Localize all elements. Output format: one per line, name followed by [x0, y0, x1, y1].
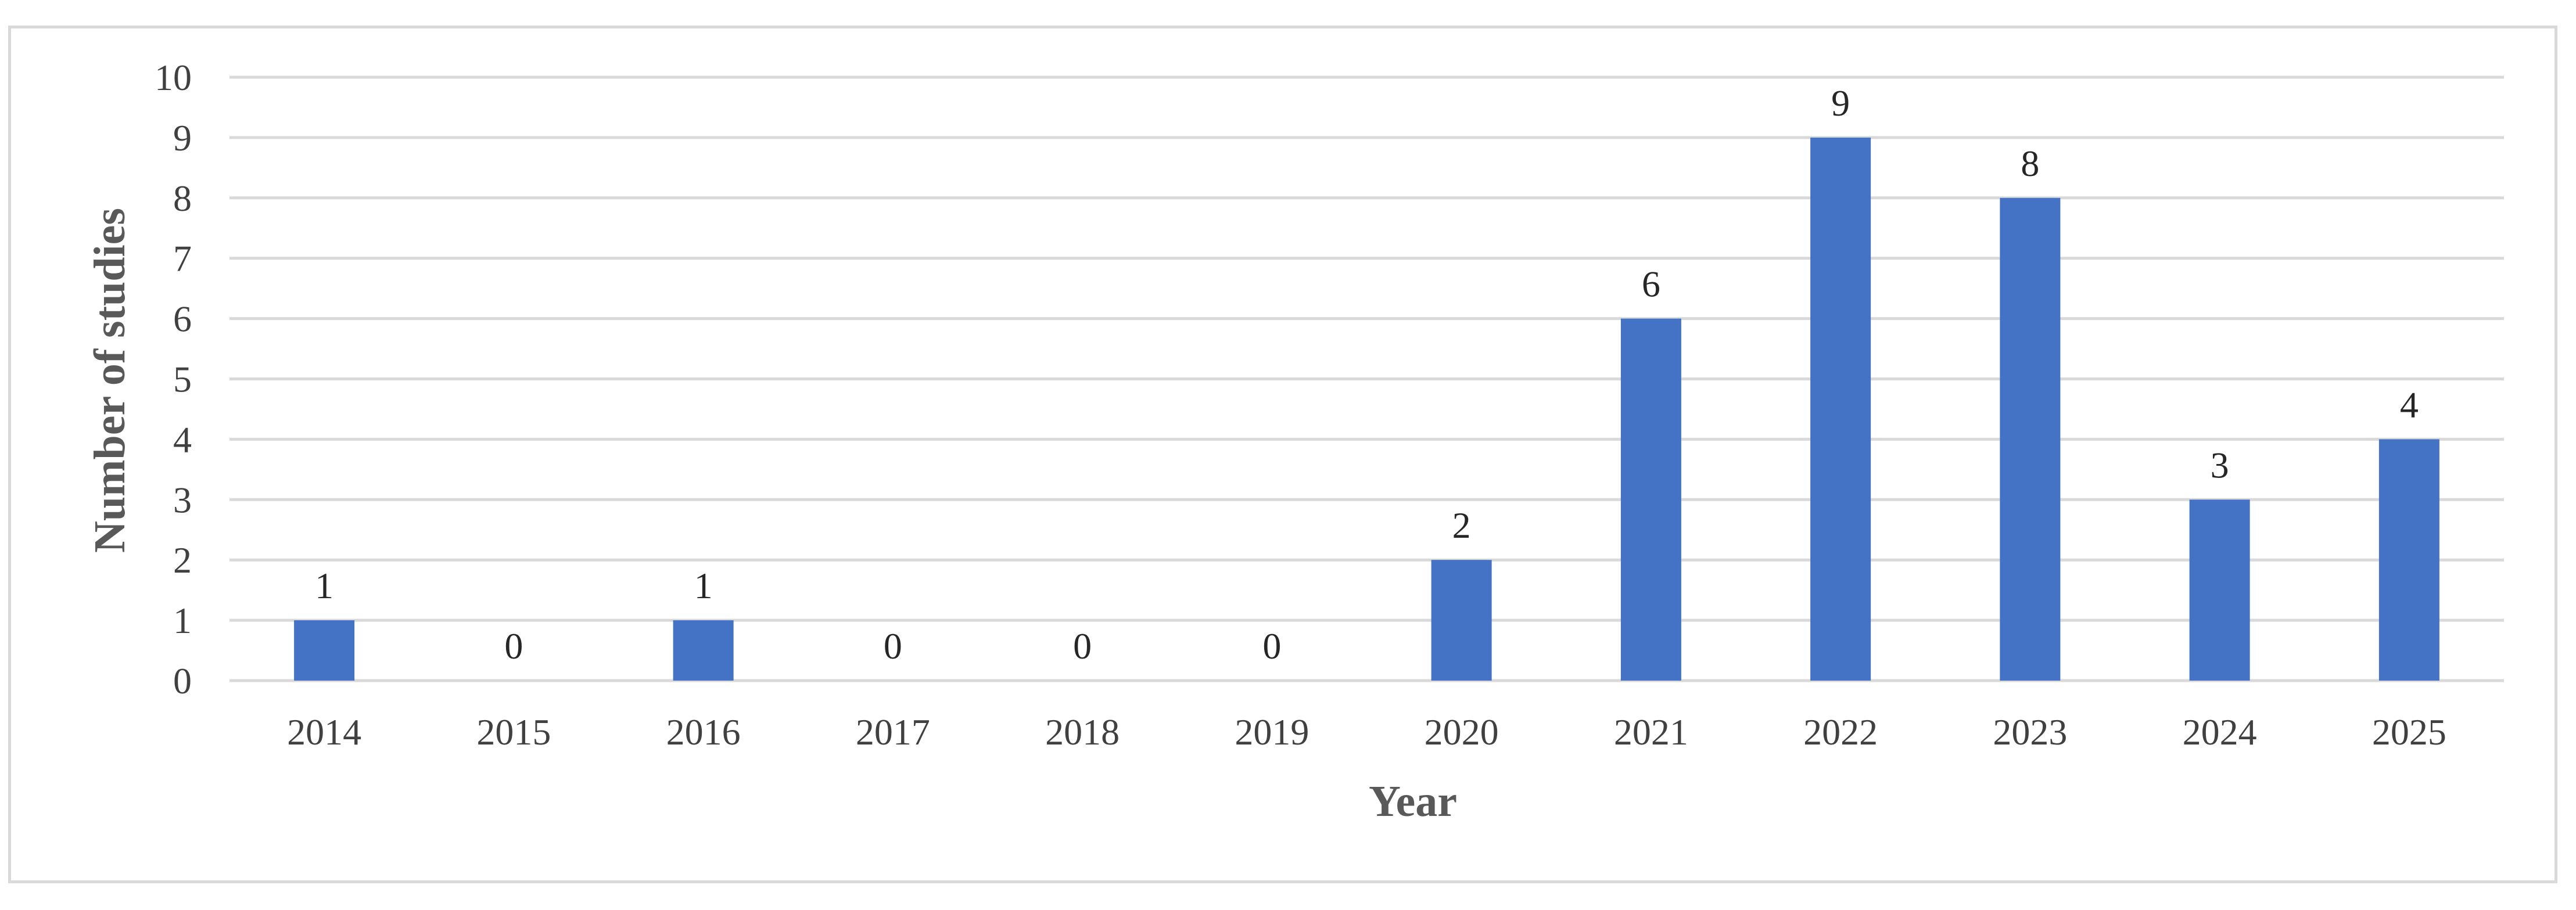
data-label: 2: [1452, 505, 1471, 546]
x-tick-label: 2014: [287, 711, 361, 753]
data-label: 0: [884, 625, 902, 667]
bar-2020: [1431, 560, 1492, 681]
data-label: 1: [315, 565, 333, 606]
x-tick-label: 2024: [2183, 711, 2257, 753]
y-tick-label: 6: [173, 298, 192, 340]
x-tick-label: 2018: [1045, 711, 1120, 753]
y-axis-title: Number of studies: [85, 208, 134, 553]
x-tick-label: 2015: [476, 711, 551, 753]
y-tick-label: 2: [173, 539, 192, 581]
bar-2016: [673, 620, 734, 681]
data-label: 0: [1262, 625, 1281, 667]
bars: [294, 137, 2439, 681]
y-axis-ticks: 0 1 2 3 4 5 6 7 8 9 10: [155, 57, 192, 702]
x-tick-label: 2022: [1803, 711, 1878, 753]
data-label: 3: [2211, 444, 2229, 485]
y-tick-label: 5: [173, 359, 192, 400]
chart-frame: [8, 26, 2557, 883]
data-label: 0: [1073, 625, 1092, 667]
x-tick-label: 2017: [856, 711, 930, 753]
data-label: 6: [1642, 264, 1660, 305]
bar-2021: [1620, 318, 1681, 681]
y-tick-label: 1: [173, 600, 192, 641]
bar-2025: [2378, 439, 2439, 681]
bar-2022: [1810, 137, 1871, 681]
y-tick-label: 0: [173, 660, 192, 702]
gridlines: [229, 75, 2504, 682]
x-tick-label: 2019: [1235, 711, 1309, 753]
x-tick-label: 2016: [666, 711, 741, 753]
x-tick-label: 2023: [1993, 711, 2067, 753]
y-tick-label: 3: [173, 479, 192, 520]
x-axis-ticks: 2014 2015 2016 2017 2018 2019 2020 2021 2022 2023…: [287, 711, 2446, 753]
x-tick-label: 2025: [2372, 711, 2446, 753]
x-axis-title: Year: [1369, 777, 1457, 826]
data-label: 9: [1831, 82, 1850, 124]
y-tick-label: 8: [173, 178, 192, 219]
data-label: 8: [2021, 143, 2039, 184]
x-tick-label: 2020: [1425, 711, 1499, 753]
y-tick-label: 7: [173, 238, 192, 279]
bar-2023: [2000, 197, 2061, 681]
bar-2024: [2189, 499, 2250, 681]
y-tick-label: 4: [173, 419, 192, 460]
data-labels: 1 0 1 0 0 0 2 6 9 8 3 4: [315, 82, 2419, 667]
y-tick-label: 9: [173, 117, 192, 159]
data-label: 1: [694, 565, 713, 606]
data-label: 4: [2400, 384, 2419, 425]
y-tick-label: 10: [155, 57, 192, 98]
x-tick-label: 2021: [1614, 711, 1688, 753]
bar-2014: [294, 620, 355, 681]
data-label: 0: [504, 625, 523, 667]
